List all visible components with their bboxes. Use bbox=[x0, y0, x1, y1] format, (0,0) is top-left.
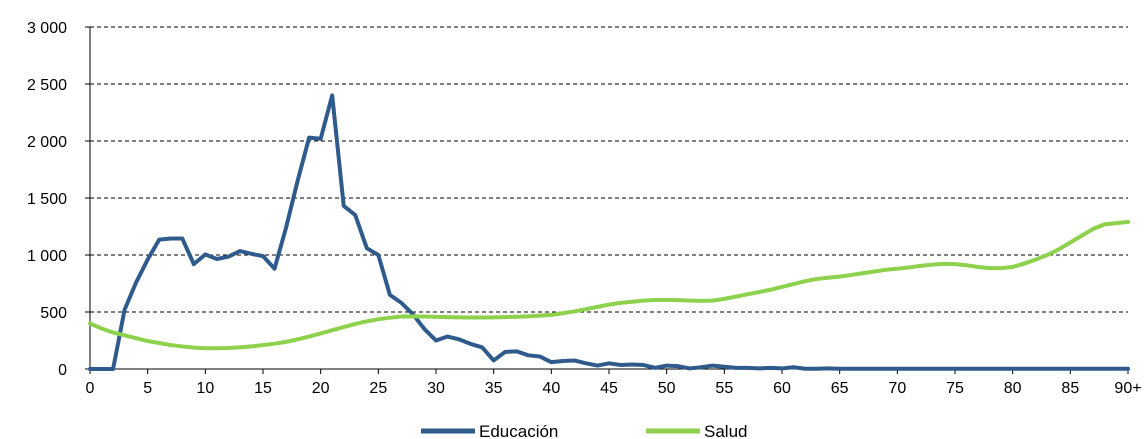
series-line-salud bbox=[88, 219, 1130, 351]
series-lines bbox=[88, 93, 1130, 371]
x-axis-ticks: 0 5 10 15 20 25 30 35 40 45 50 55 60 65 70 75 80 85 90+ bbox=[86, 369, 1142, 397]
x-tick-label: 5 bbox=[143, 380, 152, 397]
x-tick-label: 15 bbox=[254, 380, 272, 397]
x-tick-label: 50 bbox=[658, 380, 676, 397]
x-tick-label: 55 bbox=[715, 380, 733, 397]
y-axis-ticks: 0 500 1 000 1 500 2 000 2 500 3 000 bbox=[27, 20, 90, 379]
x-tick-label: 25 bbox=[369, 380, 387, 397]
x-tick-label: 75 bbox=[946, 380, 964, 397]
y-tick-label: 1 000 bbox=[27, 248, 67, 265]
x-tick-label: 0 bbox=[86, 380, 95, 397]
x-tick-label: 65 bbox=[831, 380, 849, 397]
x-tick-label: 90+ bbox=[1114, 380, 1141, 397]
y-tick-label: 1 500 bbox=[27, 191, 67, 208]
x-tick-label: 45 bbox=[600, 380, 618, 397]
x-tick-label: 20 bbox=[312, 380, 330, 397]
y-tick-label: 0 bbox=[58, 362, 67, 379]
y-tick-label: 2 000 bbox=[27, 134, 67, 151]
x-tick-label: 30 bbox=[427, 380, 445, 397]
legend-label-educacion: Educación bbox=[479, 422, 558, 439]
y-tick-label: 500 bbox=[40, 305, 67, 322]
y-tick-label: 3 000 bbox=[27, 20, 67, 37]
series-line-educacion bbox=[88, 93, 1130, 371]
x-tick-label: 60 bbox=[773, 380, 791, 397]
x-tick-label: 85 bbox=[1061, 380, 1079, 397]
x-tick-label: 70 bbox=[888, 380, 906, 397]
y-tick-label: 2 500 bbox=[27, 77, 67, 94]
legend: Educación Salud bbox=[421, 422, 747, 439]
legend-label-salud: Salud bbox=[704, 422, 747, 439]
x-tick-label: 35 bbox=[485, 380, 503, 397]
x-tick-label: 40 bbox=[542, 380, 560, 397]
gridlines bbox=[90, 26, 1128, 313]
x-tick-label: 80 bbox=[1004, 380, 1022, 397]
x-tick-label: 10 bbox=[196, 380, 214, 397]
